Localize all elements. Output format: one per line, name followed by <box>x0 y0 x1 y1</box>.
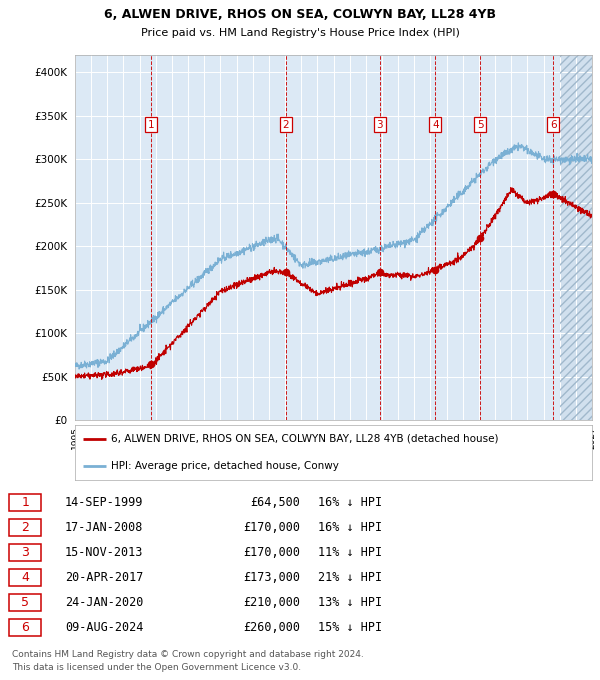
Text: 4: 4 <box>432 120 439 129</box>
Text: 5: 5 <box>477 120 484 129</box>
Text: 16% ↓ HPI: 16% ↓ HPI <box>317 521 382 534</box>
Text: 16% ↓ HPI: 16% ↓ HPI <box>317 496 382 509</box>
Text: 2: 2 <box>21 521 29 534</box>
Text: 6: 6 <box>550 120 557 129</box>
Text: 21% ↓ HPI: 21% ↓ HPI <box>317 571 382 584</box>
Text: 15% ↓ HPI: 15% ↓ HPI <box>317 621 382 634</box>
Text: £64,500: £64,500 <box>250 496 300 509</box>
Text: 1: 1 <box>148 120 154 129</box>
Text: £210,000: £210,000 <box>243 596 300 609</box>
Text: 1: 1 <box>21 496 29 509</box>
Text: This data is licensed under the Open Government Licence v3.0.: This data is licensed under the Open Gov… <box>12 663 301 672</box>
FancyBboxPatch shape <box>9 594 41 611</box>
Text: £170,000: £170,000 <box>243 546 300 559</box>
Text: 14-SEP-1999: 14-SEP-1999 <box>65 496 143 509</box>
FancyBboxPatch shape <box>9 494 41 511</box>
Text: £170,000: £170,000 <box>243 521 300 534</box>
Text: 3: 3 <box>377 120 383 129</box>
FancyBboxPatch shape <box>9 543 41 562</box>
Text: £173,000: £173,000 <box>243 571 300 584</box>
Text: 6, ALWEN DRIVE, RHOS ON SEA, COLWYN BAY, LL28 4YB (detached house): 6, ALWEN DRIVE, RHOS ON SEA, COLWYN BAY,… <box>111 434 499 444</box>
Text: HPI: Average price, detached house, Conwy: HPI: Average price, detached house, Conw… <box>111 461 339 471</box>
Text: Price paid vs. HM Land Registry's House Price Index (HPI): Price paid vs. HM Land Registry's House … <box>140 28 460 38</box>
Text: 3: 3 <box>21 546 29 559</box>
Text: Contains HM Land Registry data © Crown copyright and database right 2024.: Contains HM Land Registry data © Crown c… <box>12 650 364 659</box>
Text: 13% ↓ HPI: 13% ↓ HPI <box>317 596 382 609</box>
Text: 15-NOV-2013: 15-NOV-2013 <box>65 546 143 559</box>
Text: 4: 4 <box>21 571 29 584</box>
Text: 24-JAN-2020: 24-JAN-2020 <box>65 596 143 609</box>
Text: £260,000: £260,000 <box>243 621 300 634</box>
FancyBboxPatch shape <box>9 519 41 537</box>
Text: 5: 5 <box>21 596 29 609</box>
Bar <box>560 55 592 420</box>
Bar <box>560 55 592 420</box>
Text: 09-AUG-2024: 09-AUG-2024 <box>65 621 143 634</box>
FancyBboxPatch shape <box>9 619 41 636</box>
Text: 11% ↓ HPI: 11% ↓ HPI <box>317 546 382 559</box>
Text: 6, ALWEN DRIVE, RHOS ON SEA, COLWYN BAY, LL28 4YB: 6, ALWEN DRIVE, RHOS ON SEA, COLWYN BAY,… <box>104 8 496 21</box>
FancyBboxPatch shape <box>9 568 41 586</box>
Text: 17-JAN-2008: 17-JAN-2008 <box>65 521 143 534</box>
Text: 20-APR-2017: 20-APR-2017 <box>65 571 143 584</box>
Text: 2: 2 <box>283 120 289 129</box>
Text: 6: 6 <box>21 621 29 634</box>
